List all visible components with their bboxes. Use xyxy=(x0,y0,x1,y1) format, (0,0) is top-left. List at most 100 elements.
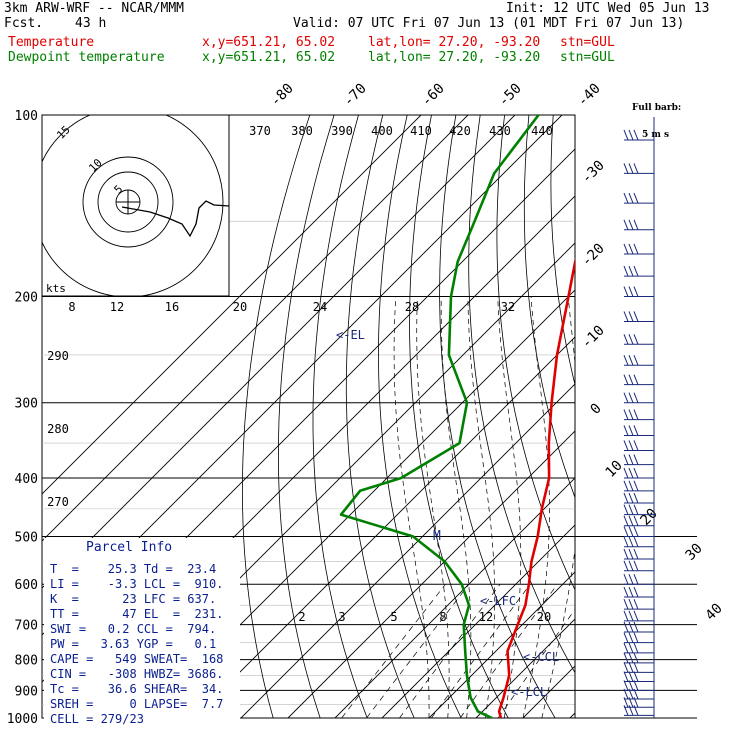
wind-barb-flag xyxy=(623,632,629,643)
wind-barb-flag xyxy=(623,265,629,277)
wind-barb-flag xyxy=(633,536,639,547)
model-title: 3km ARW-WRF -- NCAR/MMM xyxy=(4,1,185,16)
wind-barb-flag xyxy=(623,526,629,537)
isotherm-line xyxy=(569,712,575,718)
wind-barb xyxy=(623,163,654,174)
wind-barb-title-line2: 5 m s xyxy=(642,130,670,140)
el-annotation: <-EL xyxy=(336,328,365,342)
wind-barb-flag xyxy=(623,536,629,547)
wind-barb-flag xyxy=(628,454,634,465)
wind-barb-flag xyxy=(628,219,634,230)
wind-barb-flag xyxy=(628,598,634,610)
wind-barb-flag xyxy=(623,334,629,345)
hodograph-speed-label: 28 xyxy=(405,300,419,314)
hodograph-speed-label: 16 xyxy=(165,300,179,314)
wind-barb-flag xyxy=(628,586,634,598)
wind-barb xyxy=(623,705,654,716)
wind-barb-flag xyxy=(623,662,629,673)
wind-barb xyxy=(623,504,654,516)
wind-barb-flag xyxy=(628,409,634,420)
wind-barb xyxy=(623,671,654,683)
mixing-ratio-label: 20 xyxy=(537,610,551,624)
wind-barb-flag xyxy=(623,440,629,451)
wind-barb-flag xyxy=(623,392,629,403)
wind-barb-flag xyxy=(623,642,629,654)
theta-left-label: 280 xyxy=(47,422,69,436)
dry-adiabat-line xyxy=(523,115,575,499)
wind-barb-flag xyxy=(623,467,629,479)
wind-barb-flag xyxy=(623,454,629,465)
parcel-info-title: Parcel Info xyxy=(86,540,173,555)
wind-barb-flag xyxy=(628,671,634,682)
wind-barb-flag xyxy=(628,705,634,716)
wind-barb xyxy=(623,440,654,451)
wind-barb-flag xyxy=(633,680,639,691)
lfc-annotation: <-LFC xyxy=(480,594,516,608)
wind-barb-flag xyxy=(623,598,629,610)
level-annotations: <-EL <-LFC <-CCL <-LCL M xyxy=(336,328,559,699)
wind-barb-title: Full barb: 5 m s xyxy=(632,86,681,149)
hodograph-speed-label: 8 xyxy=(68,300,75,314)
wind-barb-flag xyxy=(623,515,629,526)
wind-barb-flag xyxy=(633,286,639,297)
wind-barb-flag xyxy=(633,334,639,345)
wind-barb xyxy=(623,652,654,664)
isotherm-right-label: -20 xyxy=(579,241,608,270)
dry-adiabat-line xyxy=(724,115,740,731)
wind-barb xyxy=(623,425,654,436)
isotherm-line xyxy=(193,336,575,718)
wind-barb-flag xyxy=(623,671,629,682)
wind-barb-flag xyxy=(623,697,629,708)
isotherm-right-label: 30 xyxy=(683,541,706,564)
mixing-ratio-line xyxy=(366,583,470,718)
wind-barb xyxy=(623,598,654,610)
wind-barb-flag xyxy=(628,688,634,700)
theta-label: 440 xyxy=(531,124,553,138)
wind-barb-flag xyxy=(623,574,629,585)
wind-barb-flag xyxy=(628,492,634,504)
wind-barb-flag xyxy=(628,515,634,526)
wind-barb-flag xyxy=(633,705,639,716)
wind-barb-flag xyxy=(628,163,634,174)
pressure-label: 700 xyxy=(15,619,38,634)
wind-barb-flag xyxy=(623,425,629,436)
wind-barb xyxy=(623,697,654,708)
isotherm-line xyxy=(287,430,575,718)
wind-barb xyxy=(623,311,654,322)
wind-barb-flag xyxy=(623,586,629,598)
temperature-legend-label: Temperature xyxy=(8,35,95,50)
wind-barb xyxy=(623,219,654,231)
parcel-info-row: SWI = 0.2 CCL = 794. xyxy=(50,622,217,636)
wind-barb-flag xyxy=(633,526,639,537)
isotherm-line xyxy=(617,115,740,718)
pressure-label: 200 xyxy=(15,291,38,306)
parcel-info-row: K = 23 LFC = 637. xyxy=(50,592,217,606)
isotherm-top-label: -50 xyxy=(496,81,525,110)
pressure-label: 100 xyxy=(15,109,38,124)
wind-barb-flag xyxy=(623,480,629,492)
parcel-info-row: PW = 3.63 YGP = 0.1 xyxy=(50,637,217,651)
mixing-ratio-line xyxy=(341,583,446,718)
wind-barb-flag xyxy=(628,504,634,515)
wind-barb-flag xyxy=(633,243,639,255)
isotherm-right-label: 10 xyxy=(603,458,626,481)
dewpoint-legend-stn: stn=GUL xyxy=(560,50,615,65)
isotherm-line xyxy=(42,115,469,542)
wind-barb-flag xyxy=(633,515,639,526)
moist-adiabat-line xyxy=(393,296,430,718)
valid-time: Valid: 07 UTC Fri 07 Jun 13 (01 MDT Fri … xyxy=(293,16,685,31)
theta-left-label: 270 xyxy=(47,495,69,509)
dry-adiabat-line xyxy=(312,115,368,718)
wind-barb-flag xyxy=(633,610,639,622)
dry-adiabat-line xyxy=(241,115,311,718)
wind-barb xyxy=(623,662,654,673)
wind-barb-flag xyxy=(633,355,639,366)
mixing-ratio-line xyxy=(431,583,531,718)
theta-label: 380 xyxy=(291,124,313,138)
wind-barb xyxy=(623,536,654,548)
temperature-legend-latlon: lat,lon= 27.20, -93.20 xyxy=(368,35,541,50)
wind-barb-flag xyxy=(633,548,639,560)
wind-barb-flag xyxy=(623,163,629,174)
wind-barb xyxy=(623,392,654,404)
theta-label: 390 xyxy=(331,124,353,138)
